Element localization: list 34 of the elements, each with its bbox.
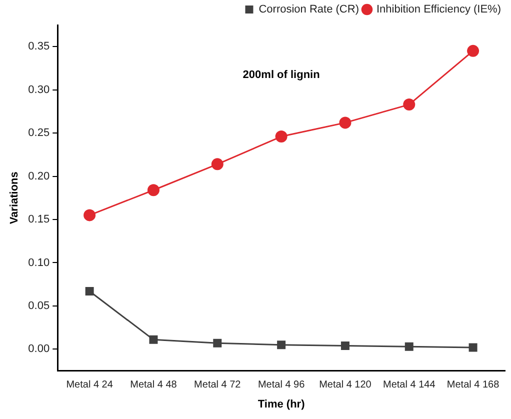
point [403, 98, 416, 111]
point [339, 116, 352, 129]
y-tick-label: 0.10 [28, 256, 50, 269]
point [85, 287, 94, 296]
y-tick-label: 0.30 [28, 84, 50, 96]
point [468, 343, 478, 352]
point [275, 130, 288, 143]
x-tick-label: Metal 4 144 [383, 380, 436, 391]
y-tick-label: 0.05 [28, 300, 50, 312]
point [340, 341, 350, 350]
y-tick-label: 0.00 [28, 343, 50, 356]
x-tick-label: Metal 4 48 [130, 380, 178, 391]
y-tick-label: 0.25 [28, 127, 50, 140]
legend-label: Inhibition Efficiency (IE%) [376, 4, 502, 16]
x-tick-label: Metal 4 120 [319, 380, 372, 391]
x-tick-label: Metal 4 72 [194, 380, 242, 391]
point [147, 184, 160, 196]
point [404, 342, 414, 351]
x-tick-label: Metal 4 96 [258, 380, 306, 391]
point [149, 335, 158, 344]
point [277, 340, 286, 350]
y-axis-title: Variations [8, 172, 21, 224]
x-axis-title: Time (hr) [258, 398, 306, 410]
annotation: 200ml of lignin [242, 69, 320, 82]
point [211, 158, 224, 170]
point [467, 44, 480, 57]
x-tick-label: Metal 4 24 [66, 380, 114, 391]
y-tick-label: 0.35 [28, 40, 50, 53]
legend-label: Corrosion Rate (CR) [258, 4, 359, 16]
point [213, 338, 222, 348]
x-tick-label: Metal 4 168 [446, 380, 500, 391]
y-tick-label: 0.15 [28, 214, 50, 226]
y-tick-label: 0.20 [28, 170, 50, 182]
point [84, 209, 96, 222]
